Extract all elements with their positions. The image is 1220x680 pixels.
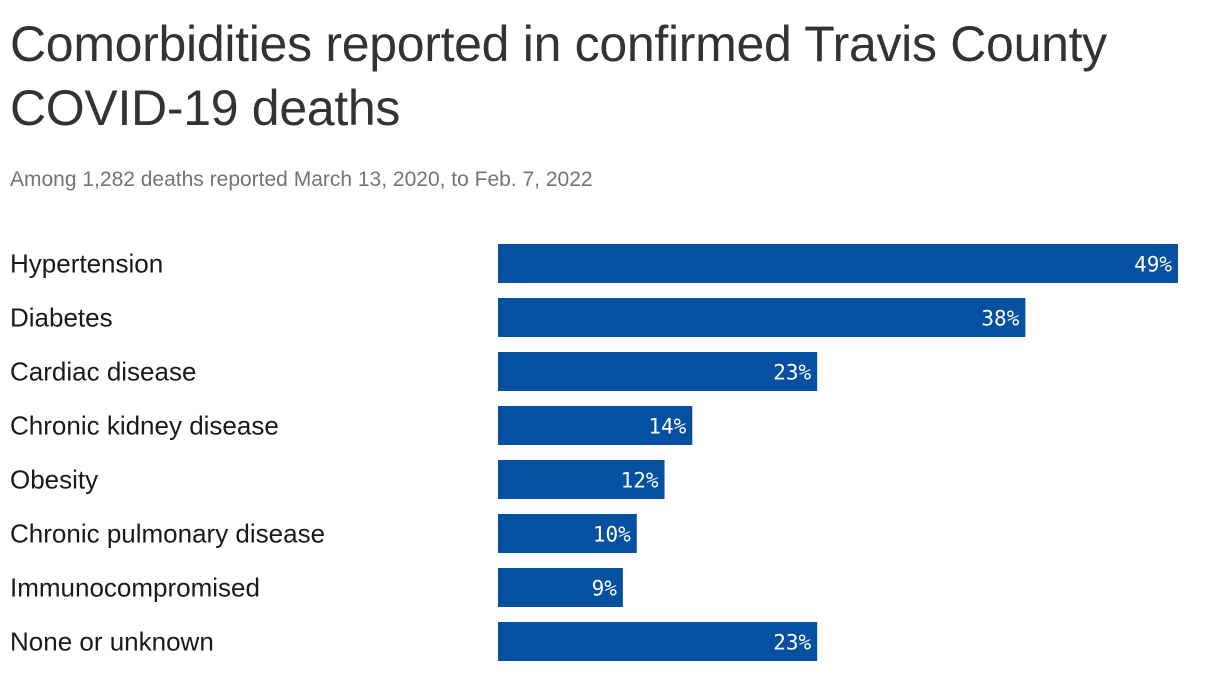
bar: [498, 298, 1026, 337]
bar: [498, 244, 1178, 283]
category-label: Immunocompromised: [10, 573, 260, 603]
bar: [498, 568, 623, 607]
chart-subtitle: Among 1,282 deaths reported March 13, 20…: [10, 168, 593, 191]
value-label: 9%: [592, 577, 618, 601]
bar: [498, 406, 693, 445]
category-label: Cardiac disease: [10, 357, 196, 387]
category-label: Hypertension: [10, 249, 163, 279]
chart-title: Comorbidities reported in confirmed Trav…: [10, 16, 1107, 136]
category-label: Diabetes: [10, 303, 113, 333]
bar: [498, 514, 637, 553]
category-label: Chronic kidney disease: [10, 411, 279, 441]
value-label: 23%: [773, 631, 811, 655]
bar: [498, 460, 665, 499]
value-label: 38%: [981, 307, 1019, 331]
value-label: 12%: [621, 469, 659, 493]
category-label: Chronic pulmonary disease: [10, 519, 325, 549]
category-label: Obesity: [10, 465, 98, 495]
value-label: 10%: [593, 523, 631, 547]
value-label: 23%: [773, 361, 811, 385]
value-label: 14%: [648, 415, 686, 439]
bar: [498, 352, 818, 391]
bar: [498, 622, 818, 661]
value-label: 49%: [1134, 253, 1172, 277]
category-label: None or unknown: [10, 627, 214, 657]
